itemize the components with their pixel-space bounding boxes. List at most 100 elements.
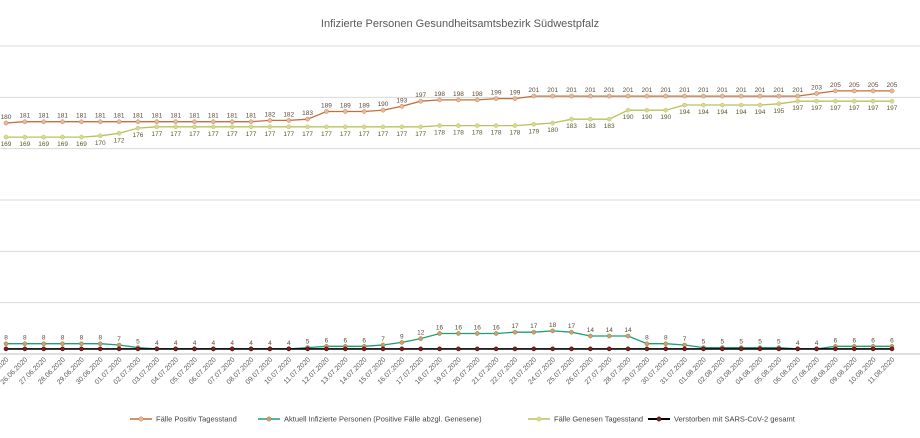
data-label: 198 [434, 91, 445, 98]
data-point [738, 93, 744, 99]
plot-area [3, 88, 895, 352]
data-label: 177 [321, 131, 332, 138]
data-point [682, 342, 687, 348]
data-label: 16 [436, 324, 444, 331]
data-point [889, 98, 895, 104]
data-label: 177 [302, 131, 313, 138]
data-point [97, 346, 103, 352]
data-label: 201 [623, 87, 634, 94]
data-point [738, 346, 744, 352]
data-point [644, 93, 650, 99]
series-0 [3, 88, 895, 126]
data-point [663, 346, 669, 352]
data-label: 194 [755, 109, 766, 116]
data-point [870, 88, 876, 94]
data-label: 178 [472, 130, 483, 137]
data-label: 201 [604, 87, 615, 94]
data-point [41, 134, 47, 140]
data-label: 5 [777, 339, 781, 346]
data-point [833, 88, 838, 94]
data-label: 197 [415, 92, 426, 99]
data-label: 16 [455, 324, 463, 331]
data-point [889, 88, 895, 94]
data-label: 181 [114, 113, 125, 120]
data-point [286, 346, 292, 352]
data-point [437, 346, 442, 352]
data-point [606, 116, 612, 122]
data-point [324, 109, 329, 114]
data-point [22, 346, 28, 352]
data-point [79, 119, 84, 125]
data-label: 18 [549, 322, 557, 329]
data-point [418, 336, 424, 341]
data-point [851, 346, 857, 352]
data-label: 5 [702, 339, 706, 346]
data-point [493, 96, 499, 101]
data-point [3, 341, 9, 347]
data-label: 6 [343, 337, 347, 344]
data-point [493, 346, 499, 352]
data-label: 17 [511, 323, 519, 330]
data-label: 201 [585, 87, 596, 94]
data-label: 169 [76, 141, 87, 148]
data-point [474, 97, 480, 103]
data-point [474, 331, 480, 336]
data-point [3, 134, 9, 140]
data-label: 181 [19, 113, 30, 120]
data-label: 179 [528, 128, 539, 135]
data-label: 8 [98, 335, 102, 342]
data-label: 8 [61, 335, 65, 342]
data-point [380, 346, 386, 352]
data-point [361, 124, 367, 130]
data-label: 4 [815, 340, 819, 347]
data-point [399, 340, 405, 345]
data-label: 16 [492, 324, 500, 331]
data-label: 169 [1, 141, 12, 148]
data-label: 178 [491, 130, 502, 137]
data-label: 181 [227, 113, 238, 120]
data-point [814, 91, 819, 96]
data-label: 17 [568, 323, 576, 330]
data-point [456, 123, 461, 128]
data-point [701, 346, 706, 352]
data-point [569, 93, 574, 99]
data-point [173, 119, 178, 125]
data-point [588, 93, 593, 99]
data-point [512, 329, 518, 335]
data-point [814, 346, 819, 352]
data-label: 201 [755, 87, 766, 94]
data-point [60, 134, 65, 140]
chart-title: Infizierte Personen Gesundheitsamtsbezir… [320, 18, 600, 30]
data-point [154, 346, 160, 352]
data-point [380, 107, 386, 113]
data-label: 5 [720, 339, 724, 346]
data-label: 177 [208, 131, 219, 138]
data-point [267, 346, 273, 352]
data-label: 193 [396, 97, 407, 104]
data-label: 201 [698, 87, 709, 94]
data-label: 177 [283, 131, 294, 138]
data-label: 6 [834, 337, 838, 344]
data-label: 201 [717, 87, 728, 94]
data-point [399, 104, 405, 109]
data-label: 194 [717, 109, 728, 116]
data-label: 177 [378, 131, 389, 138]
gridlines [0, 45, 920, 355]
data-point [361, 109, 367, 114]
data-point [625, 346, 631, 352]
data-point [531, 93, 537, 99]
data-label: 181 [57, 113, 68, 120]
data-point [437, 123, 442, 128]
data-point [569, 329, 574, 335]
series-line [6, 100, 892, 138]
data-label: 190 [660, 114, 671, 121]
data-point [324, 124, 329, 130]
data-label: 181 [151, 113, 162, 120]
data-label: 181 [170, 113, 181, 120]
data-label: 201 [641, 87, 652, 94]
data-label: 195 [773, 108, 784, 115]
data-point [418, 346, 424, 352]
data-point [305, 124, 310, 130]
data-point [720, 93, 725, 99]
